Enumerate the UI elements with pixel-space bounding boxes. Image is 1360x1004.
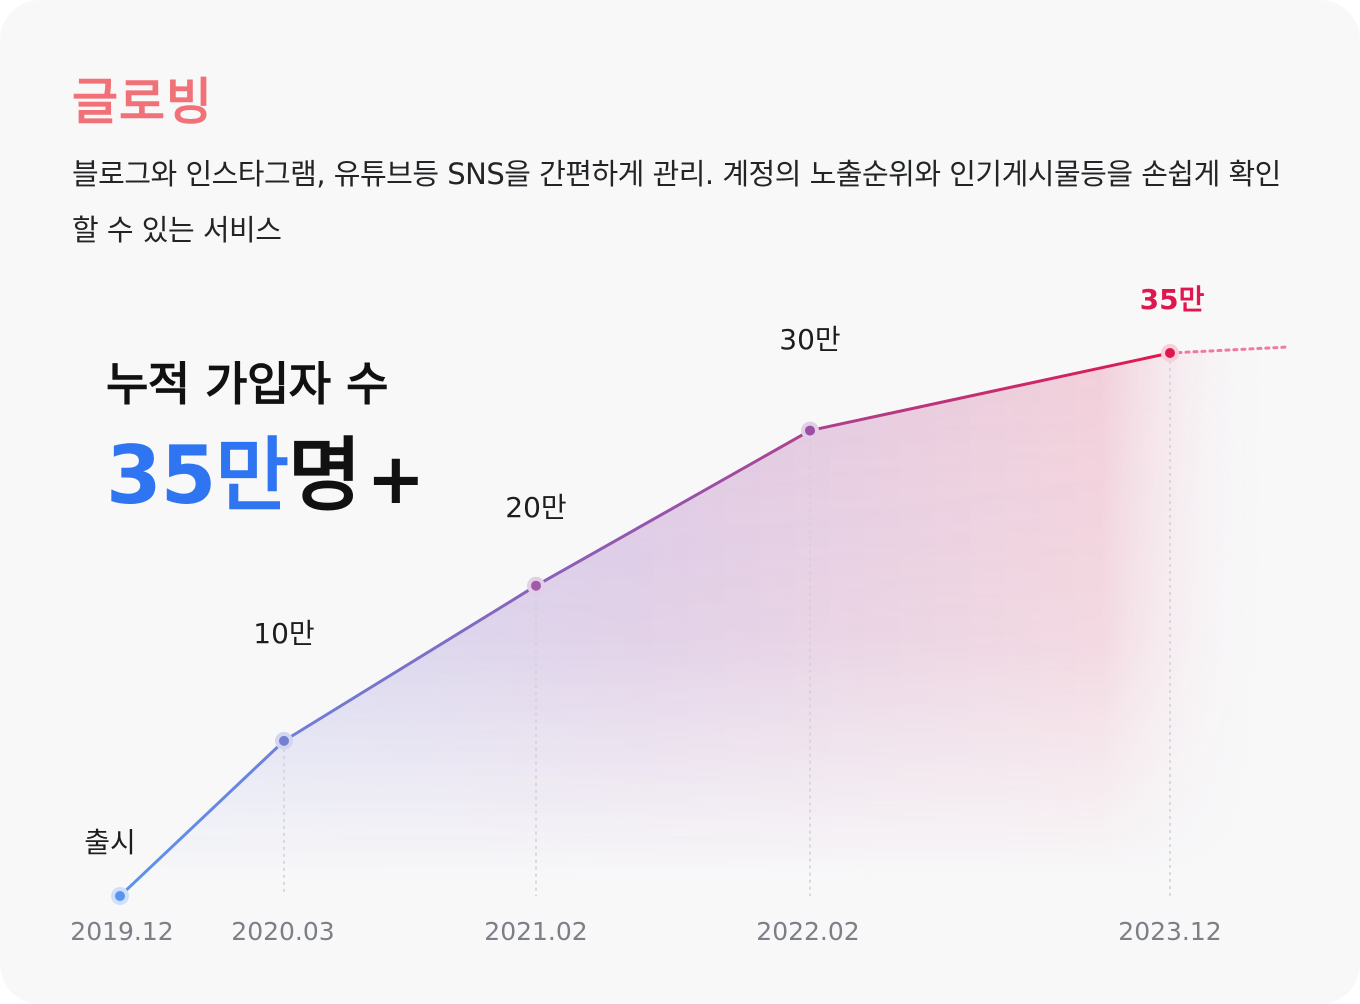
data-label: 35만 bbox=[1140, 283, 1205, 316]
kpi-value: 35만명+ bbox=[106, 429, 426, 522]
kpi-plus: + bbox=[366, 438, 426, 520]
x-tick-label: 2021.02 bbox=[484, 917, 587, 946]
data-point bbox=[527, 576, 545, 595]
x-tick-label: 2020.03 bbox=[231, 917, 334, 946]
area-fill bbox=[120, 347, 1280, 896]
data-label: 10만 bbox=[253, 617, 314, 650]
data-label: 20만 bbox=[505, 491, 566, 524]
x-tick-label: 2022.02 bbox=[756, 917, 859, 946]
service-description: 블로그와 인스타그램, 유튜브등 SNS을 간편하게 관리. 계정의 노출순위와… bbox=[72, 157, 1281, 247]
brand-title: 글로빙 bbox=[72, 73, 213, 131]
data-point bbox=[1161, 344, 1179, 362]
kpi-suffix: 명 bbox=[287, 429, 362, 522]
kpi-label: 누적 가입자 수 bbox=[106, 357, 388, 411]
data-point bbox=[111, 887, 129, 905]
trend-extension-line bbox=[1168, 345, 1290, 355]
x-tick-label: 2019.12 bbox=[70, 917, 173, 946]
data-point bbox=[275, 731, 293, 750]
data-point bbox=[801, 421, 819, 440]
guide-lines bbox=[283, 361, 1171, 896]
data-label: 30만 bbox=[779, 323, 840, 356]
kpi-number: 35만 bbox=[106, 429, 289, 522]
x-tick-label: 2023.12 bbox=[1118, 917, 1221, 946]
data-label: 출시 bbox=[84, 826, 136, 859]
